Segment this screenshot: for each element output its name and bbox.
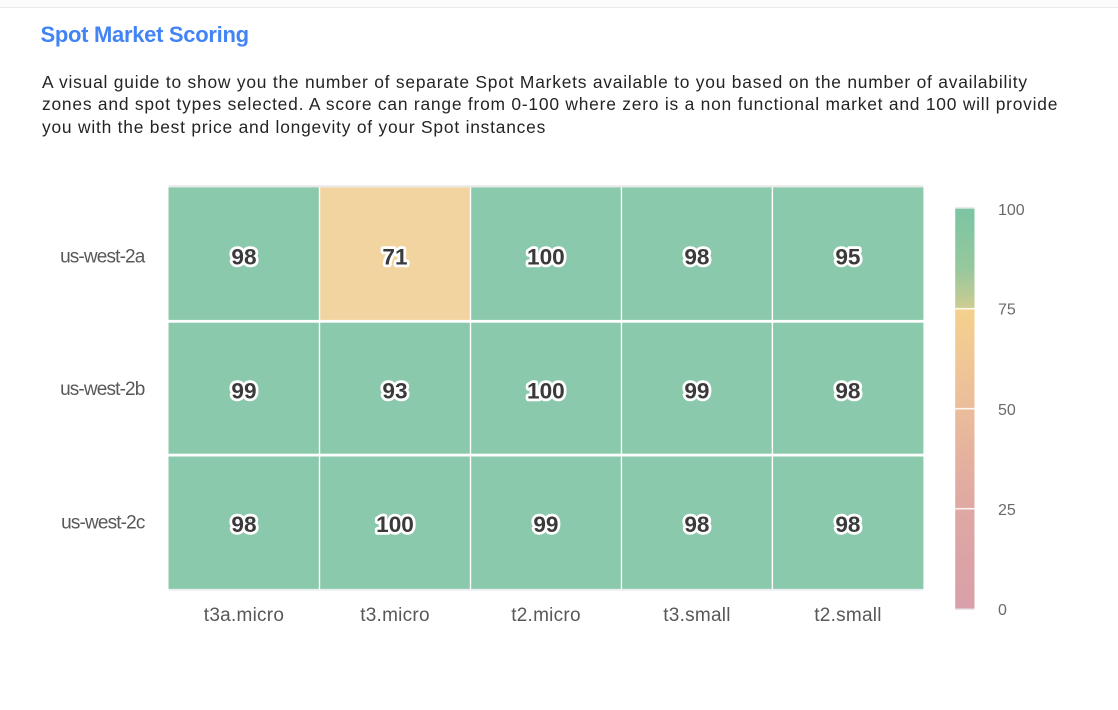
svg-text:99: 99 bbox=[533, 512, 558, 537]
svg-text:50: 50 bbox=[998, 402, 1016, 419]
svg-text:71: 71 bbox=[382, 245, 407, 270]
svg-text:t3a.micro: t3a.micro bbox=[204, 605, 284, 626]
svg-text:99: 99 bbox=[231, 378, 256, 403]
svg-text:75: 75 bbox=[998, 302, 1016, 319]
svg-text:98: 98 bbox=[231, 512, 256, 537]
svg-text:t3.small: t3.small bbox=[663, 605, 730, 626]
svg-text:98: 98 bbox=[835, 378, 860, 403]
svg-text:t2.micro: t2.micro bbox=[511, 605, 581, 626]
svg-text:98: 98 bbox=[231, 245, 256, 270]
svg-text:25: 25 bbox=[998, 502, 1016, 519]
svg-text:93: 93 bbox=[382, 378, 407, 403]
svg-text:100: 100 bbox=[998, 202, 1025, 219]
svg-text:95: 95 bbox=[835, 245, 860, 270]
svg-text:us-west-2c: us-west-2c bbox=[61, 513, 145, 534]
svg-text:t2.small: t2.small bbox=[814, 605, 881, 626]
svg-text:99: 99 bbox=[684, 378, 709, 403]
svg-text:100: 100 bbox=[527, 378, 565, 403]
svg-text:98: 98 bbox=[684, 512, 709, 537]
svg-text:98: 98 bbox=[684, 245, 709, 270]
svg-text:us-west-2b: us-west-2b bbox=[60, 379, 145, 400]
svg-text:t3.micro: t3.micro bbox=[360, 605, 430, 626]
svg-text:100: 100 bbox=[527, 245, 565, 270]
svg-text:0: 0 bbox=[998, 602, 1007, 619]
svg-text:98: 98 bbox=[835, 512, 860, 537]
svg-text:100: 100 bbox=[376, 512, 414, 537]
svg-text:us-west-2a: us-west-2a bbox=[60, 247, 146, 268]
